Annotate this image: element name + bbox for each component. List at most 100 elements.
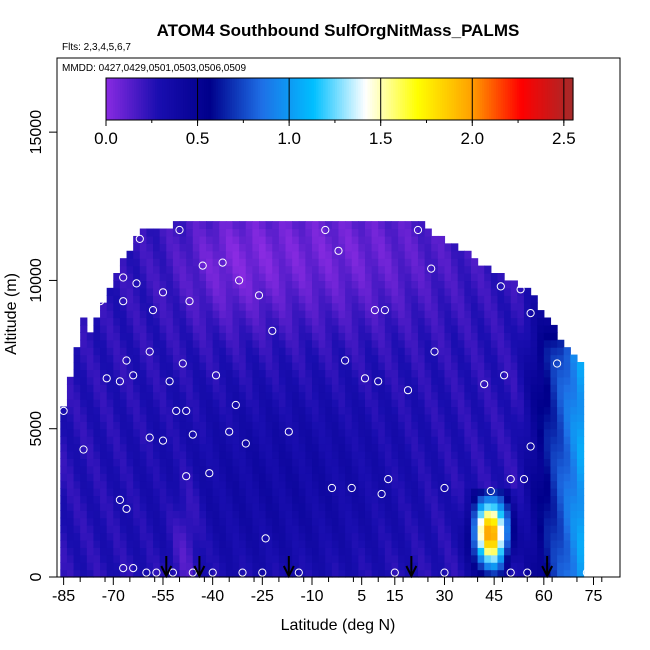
heatmap-cell: [318, 273, 326, 282]
heatmap-cell: [444, 547, 452, 556]
heatmap-cell: [232, 406, 240, 415]
heatmap-cell: [113, 450, 121, 459]
colorbar: 0.0 0.5 1.0 1.5 2.0 2.5: [94, 77, 576, 148]
flight-arrow: [405, 556, 418, 579]
heatmap-cell: [358, 458, 366, 467]
heatmap-cell: [417, 502, 426, 511]
heatmap-cell: [159, 354, 167, 363]
heatmap-cell: [451, 347, 459, 356]
heatmap-cell: [391, 502, 399, 511]
colorbar-segment: [260, 78, 264, 120]
heatmap-cell: [259, 243, 267, 252]
heatmap-cell: [470, 510, 479, 519]
heatmap-cell: [86, 347, 95, 356]
heatmap-cell: [66, 510, 75, 519]
heatmap-cell: [106, 443, 114, 452]
heatmap-cell: [331, 243, 340, 252]
heatmap-cell: [331, 562, 340, 571]
heatmap-cell: [133, 495, 141, 504]
x-axis: -85 -70 -55 -40 -25 -10 5 15 30 45 60 75: [52, 577, 603, 605]
heatmap-cell: [298, 287, 306, 296]
heatmap-cell: [497, 532, 505, 541]
heatmap-cell: [206, 317, 214, 326]
heatmap-cell: [437, 324, 446, 333]
heatmap-cell: [404, 391, 412, 400]
colorbar-segment: [131, 78, 135, 120]
heatmap-cell: [278, 428, 287, 437]
heatmap-cell: [404, 399, 412, 408]
colorbar-segment: [215, 78, 219, 120]
heatmap-cell: [292, 228, 300, 237]
heatmap-cell: [331, 317, 340, 326]
heatmap-cell: [331, 391, 340, 400]
heatmap-cell: [305, 399, 313, 408]
heatmap-cell: [159, 532, 167, 541]
heatmap-cell: [345, 310, 353, 319]
heatmap-cell: [133, 258, 141, 267]
heatmap-cell: [543, 339, 552, 348]
heatmap-cell: [371, 221, 379, 230]
heatmap-cell: [351, 421, 359, 430]
heatmap-cell: [345, 406, 353, 415]
heatmap-cell: [86, 376, 95, 385]
heatmap-cell: [431, 539, 439, 548]
heatmap-cell: [86, 361, 95, 370]
colorbar-segment: [435, 78, 439, 120]
heatmap-cell: [153, 428, 161, 437]
heatmap-cell: [424, 532, 432, 541]
heatmap-cell: [292, 376, 300, 385]
colorbar-segment: [362, 78, 366, 120]
heatmap-cell: [186, 554, 194, 563]
heatmap-cell: [504, 569, 512, 578]
heatmap-cell: [153, 280, 161, 289]
heatmap-cell: [153, 480, 161, 489]
heatmap-cell: [424, 495, 432, 504]
heatmap-cell: [245, 250, 253, 259]
heatmap-cell: [464, 421, 472, 430]
heatmap-cell: [278, 221, 287, 230]
heatmap-cell: [146, 443, 154, 452]
colorbar-segment: [222, 78, 226, 120]
heatmap-cell: [431, 465, 439, 474]
heatmap-cell: [192, 488, 200, 497]
heatmap-cell: [139, 480, 148, 489]
heatmap-cell: [252, 569, 260, 578]
heatmap-cell: [497, 488, 505, 497]
heatmap-cell: [212, 273, 220, 282]
heatmap-cell: [259, 273, 267, 282]
heatmap-cell: [437, 376, 446, 385]
heatmap-cell: [225, 391, 234, 400]
sample-point: [185, 297, 194, 306]
heatmap-cell: [245, 287, 253, 296]
heatmap-cell: [199, 428, 207, 437]
heatmap-cell: [411, 295, 419, 304]
heatmap-cell: [206, 265, 214, 274]
heatmap-cell: [126, 428, 134, 437]
heatmap-cell: [212, 443, 220, 452]
heatmap-cell: [219, 228, 227, 237]
heatmap-cell: [431, 384, 439, 393]
heatmap-cell: [139, 406, 148, 415]
heatmap-cell: [490, 354, 499, 363]
heatmap-cell: [305, 302, 313, 311]
heatmap-cell: [212, 525, 220, 534]
heatmap-cell: [73, 391, 81, 400]
heatmap-cell: [557, 547, 565, 556]
heatmap-cell: [166, 547, 174, 556]
colorbar-segment: [402, 78, 406, 120]
heatmap-cell: [126, 250, 134, 259]
heatmap-cell: [212, 539, 220, 548]
heatmap-cell: [451, 265, 459, 274]
heatmap-cell: [172, 532, 181, 541]
heatmap-cell: [292, 473, 300, 482]
heatmap-cell: [278, 539, 287, 548]
heatmap-cell: [192, 525, 200, 534]
heatmap-cell: [172, 547, 181, 556]
heatmap-cell: [305, 443, 313, 452]
heatmap-cell: [106, 525, 114, 534]
heatmap-cell: [431, 450, 439, 459]
heatmap-cell: [444, 428, 452, 437]
colorbar-segment: [484, 78, 488, 120]
heatmap-cell: [398, 258, 406, 267]
heatmap-cell: [338, 361, 346, 370]
